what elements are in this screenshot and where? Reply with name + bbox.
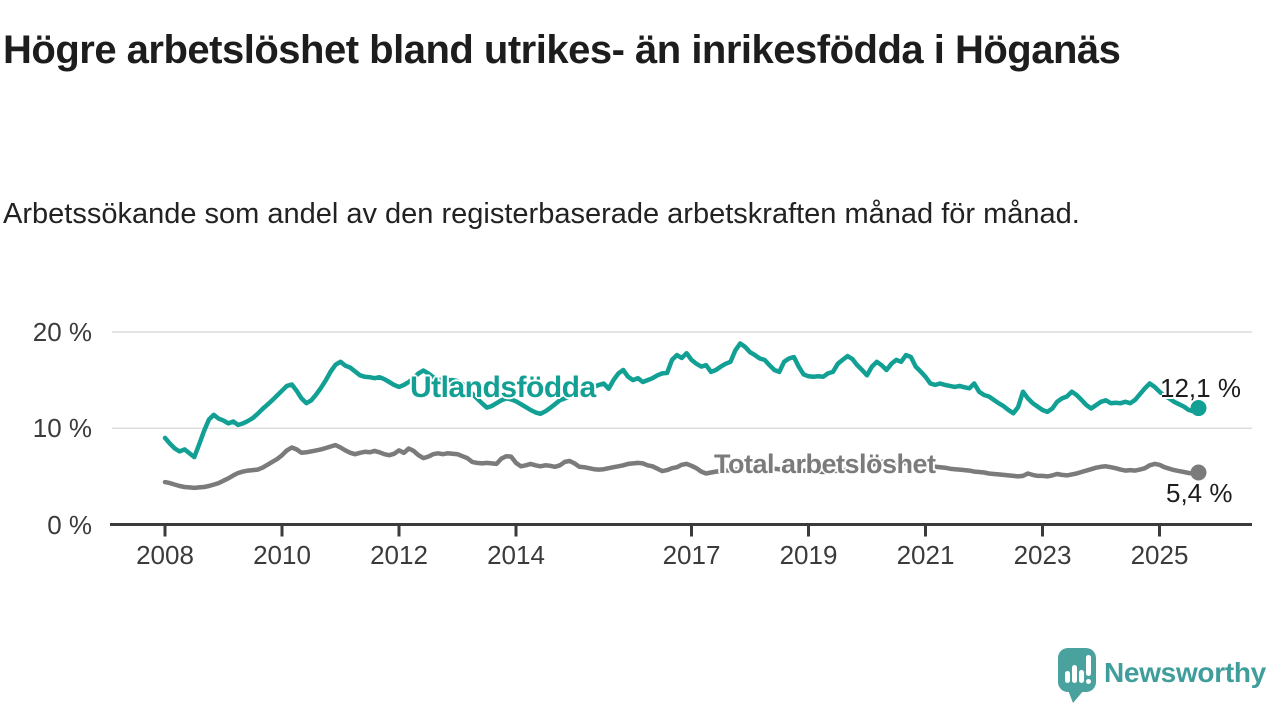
total-end-value: 5,4 % [1166, 478, 1233, 508]
total-line [162, 442, 1201, 491]
chart-bubble-icon [1058, 648, 1096, 703]
x-tick-label: 2025 [1130, 540, 1189, 570]
x-tick-label: 2023 [1013, 540, 1072, 570]
utlandsfodda-end-value: 12,1 % [1160, 373, 1241, 403]
utlandsfodda-line [162, 341, 1201, 460]
y-tick-label: 20 % [32, 317, 92, 347]
x-tick-label: 2012 [370, 540, 428, 570]
x-tick-label: 2017 [662, 540, 721, 570]
page-title: Högre arbetslöshet bland utrikes- än inr… [3, 28, 1121, 72]
total-end-dot [1190, 464, 1207, 481]
page-subtitle: Arbetssökande som andel av den registerb… [3, 198, 1080, 230]
newsworthy-logo: Newsworthy [1056, 644, 1280, 704]
utlandsfodda-series-label: Utlandsfödda [410, 371, 596, 404]
y-tick-label: 0 % [47, 509, 92, 540]
x-tick-label: 2010 [253, 540, 311, 570]
x-tick-label: 2008 [136, 540, 194, 570]
x-tick-label: 2014 [487, 540, 545, 570]
x-tick-label: 2021 [896, 540, 955, 570]
utlandsfodda-end-dot [1190, 400, 1207, 417]
total-series-label: Total arbetslöshet [714, 449, 936, 479]
brand-name: Newsworthy [1104, 657, 1266, 688]
x-tick-label: 2019 [779, 540, 838, 570]
y-tick-label: 10 % [32, 413, 92, 444]
